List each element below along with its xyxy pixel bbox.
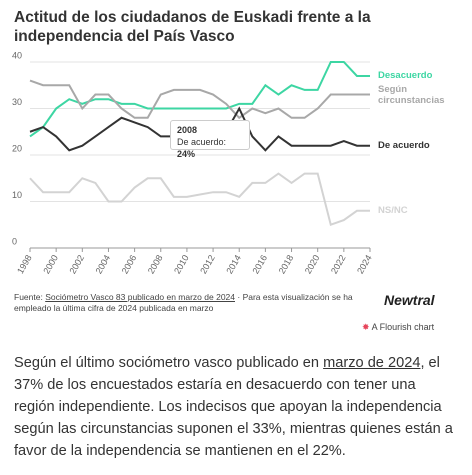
para-after: , el 37% de los encuestados estaría en d… [14,355,453,459]
x-tick-label: 2012 [198,253,217,275]
x-tick-label: 2024 [355,253,374,275]
series-line [29,61,370,138]
tooltip-title: 2008 [177,125,198,135]
x-tick-label: 2010 [172,253,191,275]
flourish-text: A Flourish chart [371,322,435,332]
chart: 0 10 20 30 40 1998 2000 2002 2004 2006 2008 2010 201… [12,50,374,275]
y-tick-label: 20 [12,143,22,153]
x-tick-label: 2004 [94,253,113,275]
x-tick-label: 2008 [146,253,165,275]
series-label: Según circunstancias [378,83,445,106]
source-note: · Para esta visualización se ha empleado… [14,292,353,313]
series-label: De acuerdo [378,140,430,152]
x-tick-label: 2000 [41,253,60,275]
y-tick-label: 10 [12,190,22,200]
tooltip: 2008 De acuerdo: 24% [170,120,250,159]
series-line [29,79,370,120]
x-tick-label: 2018 [277,253,296,275]
y-tick-label: 30 [12,97,22,107]
x-tick-label: 2002 [67,253,86,275]
x-tick-label: 2022 [329,253,348,275]
logo: Newtral [384,292,435,308]
series-line [29,172,370,227]
source-link[interactable]: Sociómetro Vasco 83 publicado en marzo d… [45,292,235,302]
x-tick-label: 2014 [224,253,243,275]
tooltip-value: 24% [177,149,196,159]
source: Fuente: Sociómetro Vasco 83 publicado en… [14,292,374,314]
tooltip-label: De acuerdo: [177,137,227,147]
x-tick-label: 2020 [303,253,322,275]
y-tick-label: 0 [12,236,17,246]
x-tick-label: 1998 [15,253,34,275]
source-prefix: Fuente: [14,292,43,302]
x-tick-label: 2006 [120,253,139,275]
series-label: Desacuerdo [378,70,433,82]
series-label: NS/NC [378,205,408,217]
y-tick-label: 40 [12,50,22,60]
flourish-credit[interactable]: ✸ A Flourish chart [362,322,435,332]
para-before: Según el último sociómetro vasco publica… [14,355,320,371]
paragraph: Según el último sociómetro vasco publica… [14,352,458,462]
para-link[interactable]: marzo de 2024 [323,355,421,371]
x-tick-label: 2016 [250,253,269,275]
chart-title: Actitud de los ciudadanos de Euskadi fre… [14,9,371,45]
